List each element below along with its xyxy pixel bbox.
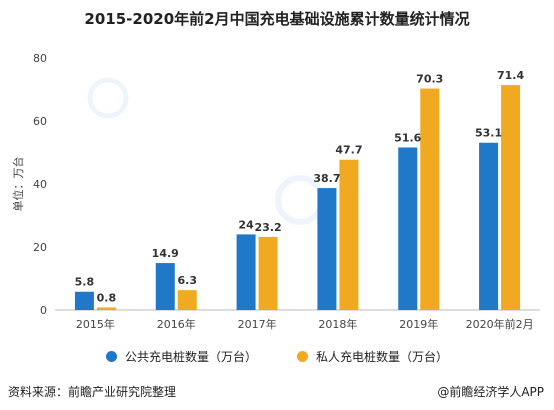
- data-label-private-4: 70.3: [416, 73, 443, 86]
- legend-dot-public: [105, 351, 117, 362]
- data-label-public-0: 5.8: [75, 276, 95, 289]
- bar-private-5: [501, 85, 521, 310]
- bar-public-5: [479, 142, 499, 310]
- data-label-public-3: 38.7: [313, 172, 340, 185]
- bar-public-0: [74, 291, 94, 310]
- y-tick-label-1: 20: [33, 241, 47, 254]
- bar-public-1: [155, 263, 175, 310]
- y-tick-label-3: 60: [33, 115, 47, 128]
- data-label-private-3: 47.7: [335, 144, 362, 157]
- data-label-private-0: 0.8: [97, 291, 117, 304]
- data-label-public-2: 24: [238, 218, 254, 231]
- source-note: 资料来源：前瞻产业研究院整理: [8, 385, 177, 399]
- brand-note: @前瞻经济学人APP: [437, 385, 544, 399]
- legend-item-public: 公共充电桩数量（万台）: [105, 348, 257, 365]
- x-tick-label-3: 2018年: [318, 317, 357, 331]
- y-tick-label-0: 0: [40, 304, 47, 317]
- bar-public-4: [398, 147, 418, 310]
- x-tick-label-5: 2020年前2月: [466, 317, 534, 331]
- bar-public-2: [236, 234, 256, 310]
- x-tick-label-1: 2016年: [157, 317, 196, 331]
- legend-dot-private: [297, 351, 308, 362]
- legend-label-private: 私人充电桩数量（万台）: [316, 350, 449, 364]
- chart-title: 2015-2020年前2月中国充电基础设施累计数量统计情况: [84, 10, 470, 28]
- legend-label-public: 公共充电桩数量（万台）: [124, 350, 257, 364]
- x-tick-label-0: 2015年: [76, 317, 115, 331]
- legend-item-private: 私人充电桩数量（万台）: [297, 348, 448, 365]
- x-tick-label-2: 2017年: [238, 317, 277, 331]
- y-tick-label-4: 80: [33, 52, 47, 65]
- y-tick-label-2: 40: [33, 178, 47, 191]
- y-axis-label: 单位：万台: [11, 157, 25, 212]
- watermark-logo: [87, 77, 325, 225]
- data-label-private-1: 6.3: [178, 274, 198, 287]
- bar-private-4: [420, 88, 440, 311]
- bar-private-0: [96, 307, 116, 310]
- bar-private-2: [258, 236, 278, 310]
- legend: 公共充电桩数量（万台） 私人充电桩数量（万台）: [0, 348, 554, 365]
- data-label-public-1: 14.9: [152, 247, 179, 260]
- data-label-private-2: 23.2: [255, 221, 282, 234]
- data-label-private-5: 71.4: [497, 69, 524, 82]
- data-label-public-5: 53.1: [475, 127, 502, 140]
- bar-private-3: [339, 159, 359, 310]
- x-tick-label-4: 2019年: [399, 317, 438, 331]
- data-label-public-4: 51.6: [394, 131, 421, 144]
- bar-private-1: [177, 290, 197, 310]
- bar-public-3: [317, 188, 337, 310]
